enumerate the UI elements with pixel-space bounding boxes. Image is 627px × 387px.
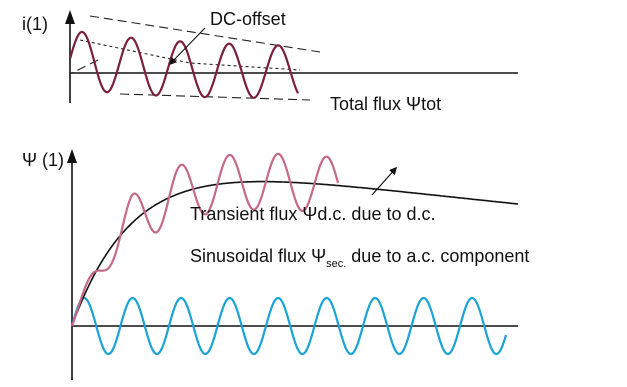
bottom-plot: Ψ (1) Total flux Ψtot Transient flux Ψd.… <box>22 94 529 380</box>
dc-offset-lower-envelope <box>119 93 311 101</box>
total-flux-curve <box>70 152 340 327</box>
sinusoidal-flux-label-prefix: Sinusoidal flux Ψ <box>190 246 326 266</box>
bottom-y-axis-arrow <box>67 149 77 163</box>
transient-flux-label: Transient flux Ψd.c. due to d.c. <box>190 204 436 224</box>
dc-offset-leader-arrow <box>168 27 206 66</box>
sinusoidal-flux-label: Sinusoidal flux Ψsec. due to a.c. compon… <box>190 246 529 270</box>
top-y-axis-arrow <box>65 10 75 24</box>
sinusoidal-flux-curve <box>70 296 508 356</box>
dc-offset-decay-line <box>79 39 301 71</box>
current-waveform <box>68 30 299 99</box>
total-flux-label: Total flux Ψtot <box>330 94 441 114</box>
sinusoidal-flux-label-subscript: sec. <box>326 258 346 270</box>
dc-offset-label: DC-offset <box>210 9 286 29</box>
dc-offset-upper-envelope <box>89 15 321 53</box>
top-y-axis-label: i(1) <box>22 14 48 34</box>
bottom-y-axis-label: Ψ (1) <box>22 150 64 170</box>
transient-flux-curve <box>71 180 519 327</box>
top-plot: i(1) DC-offset <box>22 9 518 103</box>
sinusoidal-flux-label-suffix: due to a.c. component <box>346 246 529 266</box>
transient-flux-leader-arrow <box>371 166 398 196</box>
